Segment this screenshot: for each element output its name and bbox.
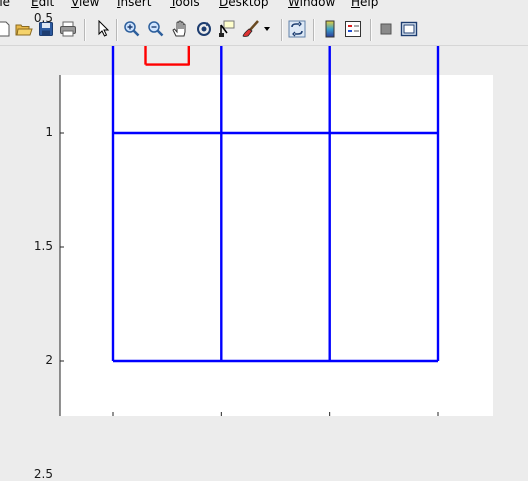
hide-plot-tools-icon: [380, 23, 392, 35]
menu-tools-rest: ools: [175, 0, 200, 9]
link-plot-icon: [288, 20, 306, 38]
menu-insert-rest: nsert: [120, 0, 152, 9]
figure-toolbar: [0, 15, 528, 46]
toolbar-separator: [370, 19, 372, 41]
legend-icon: [345, 21, 361, 37]
y-tick-label: 1: [45, 125, 53, 139]
menu-edit-rest: dit: [38, 0, 55, 9]
pointer-icon: [98, 20, 110, 37]
rotate-3d-button[interactable]: [194, 19, 214, 39]
brush-icon: [242, 20, 259, 37]
menu-window-rest: indow: [299, 0, 336, 9]
menu-bar: ile Edit View Insert Tools Desktop Windo…: [0, 0, 528, 10]
menu-help[interactable]: Help: [351, 0, 378, 10]
y-tick-label: 2: [45, 353, 53, 367]
menu-edit[interactable]: Edit: [31, 0, 54, 10]
menu-view-rest: iew: [78, 0, 100, 9]
toolbar-separator: [84, 19, 86, 41]
pan-button[interactable]: [170, 19, 190, 39]
menu-edit-mnemonic: E: [31, 0, 39, 9]
zoom-out-button[interactable]: [146, 19, 166, 39]
save-icon: [39, 22, 53, 36]
menu-view[interactable]: View: [71, 0, 99, 10]
red-square-segment: [144, 46, 191, 66]
menu-insert-mnemonic: I: [117, 0, 121, 9]
y-tick-label: 0.5: [33, 11, 53, 25]
print-button[interactable]: [58, 19, 78, 39]
new-figure-icon: [0, 21, 10, 37]
data-cursor-icon: [219, 20, 235, 37]
show-plot-tools-icon: [400, 21, 418, 37]
brush-dropdown-icon: [264, 27, 270, 31]
pan-hand-icon: [172, 20, 186, 37]
brush-button[interactable]: [241, 19, 261, 39]
y-tick-label: 1.5: [33, 239, 53, 253]
new-figure-button[interactable]: [0, 19, 14, 39]
print-icon: [60, 21, 76, 37]
menu-desktop[interactable]: Desktop: [219, 0, 269, 10]
menu-help-rest: elp: [360, 0, 379, 9]
toolbar-separator: [313, 19, 315, 41]
legend-button[interactable]: [343, 19, 363, 39]
link-plot-button[interactable]: [287, 19, 307, 39]
figure-area: [0, 46, 528, 416]
rotate-3d-icon: [197, 22, 211, 36]
data-cursor-button[interactable]: [217, 19, 237, 39]
menu-file-label: ile: [0, 0, 11, 9]
menu-insert[interactable]: Insert: [117, 0, 151, 10]
zoom-in-icon: [124, 21, 140, 37]
hide-plot-tools-button[interactable]: [376, 19, 396, 39]
menu-help-mnemonic: H: [351, 0, 361, 9]
open-file-icon: [15, 24, 33, 36]
zoom-in-button[interactable]: [122, 19, 142, 39]
menu-view-mnemonic: V: [71, 0, 79, 9]
brush-dropdown-button[interactable]: [262, 19, 272, 39]
menu-file[interactable]: ile: [0, 0, 10, 10]
y-tick-label: 2.5: [33, 467, 53, 481]
toolbar-separator: [116, 19, 118, 41]
menu-window[interactable]: Window: [288, 0, 335, 10]
zoom-out-icon: [148, 21, 164, 37]
menu-desktop-rest: esktop: [228, 0, 269, 9]
menu-tools-mnemonic: T: [170, 0, 176, 9]
menu-tools[interactable]: Tools: [170, 0, 200, 10]
toolbar-separator: [281, 19, 283, 41]
colorbar-icon: [325, 20, 335, 38]
open-file-button[interactable]: [14, 19, 34, 39]
colorbar-button[interactable]: [320, 19, 340, 39]
menu-window-mnemonic: W: [288, 0, 300, 9]
show-plot-tools-button[interactable]: [399, 19, 419, 39]
save-button[interactable]: [36, 19, 56, 39]
menu-desktop-mnemonic: D: [219, 0, 229, 9]
edit-plot-button[interactable]: [93, 19, 113, 39]
plot-canvas: [59, 46, 440, 416]
